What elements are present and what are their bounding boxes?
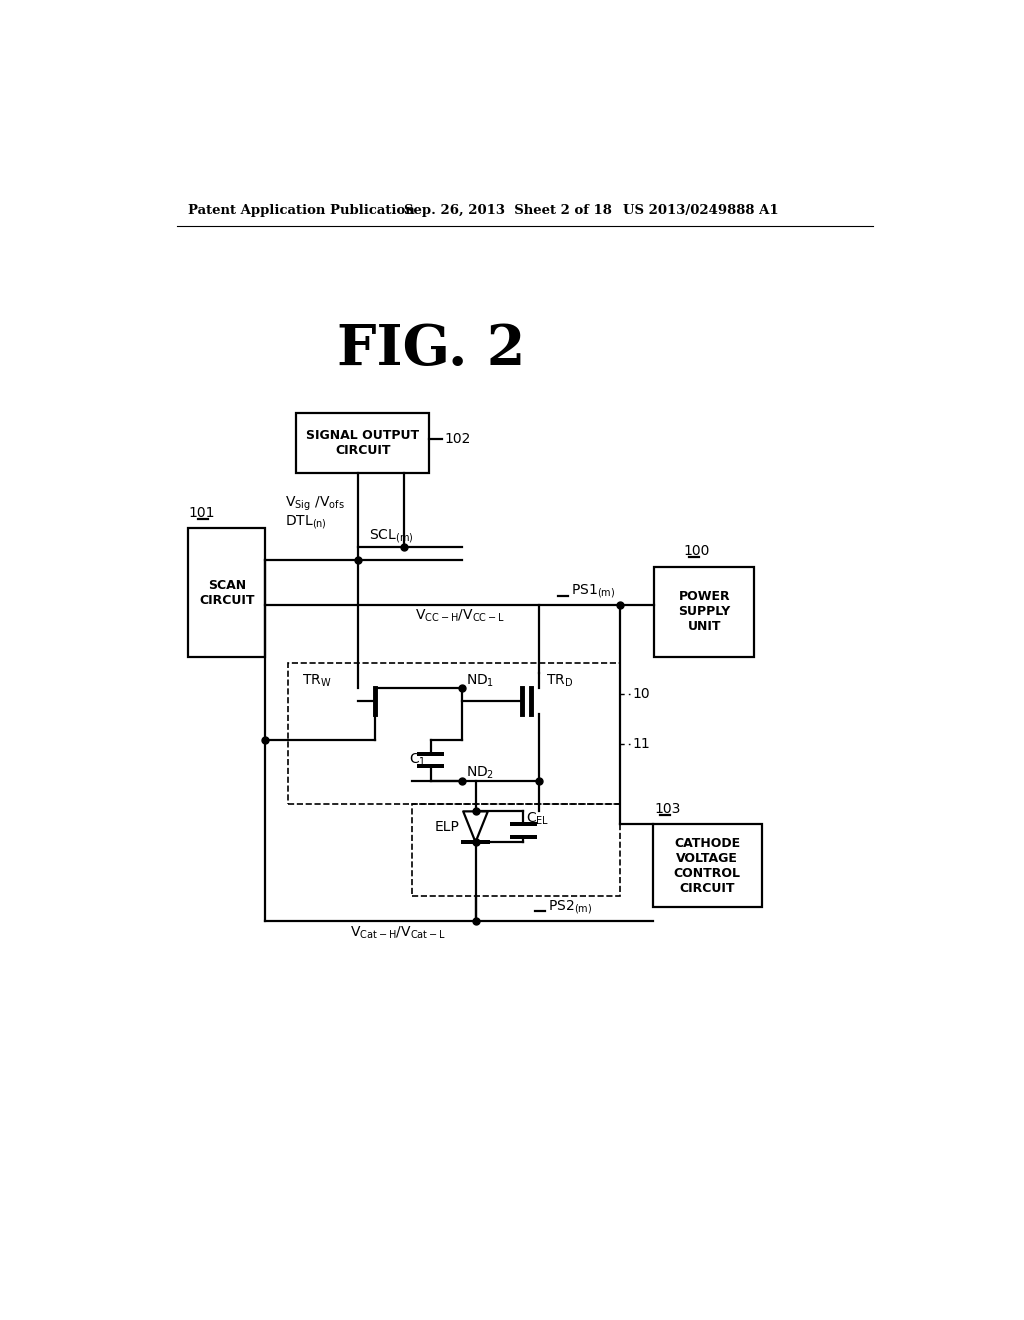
Text: TR$_{\mathsf{D}}$: TR$_{\mathsf{D}}$ xyxy=(547,672,573,689)
Bar xyxy=(289,663,620,804)
Bar xyxy=(296,413,429,473)
Text: PS2$_{\mathsf{(m)}}$: PS2$_{\mathsf{(m)}}$ xyxy=(548,898,592,916)
Text: TR$_{\mathsf{W}}$: TR$_{\mathsf{W}}$ xyxy=(301,672,331,689)
Text: ELP: ELP xyxy=(435,820,460,834)
Text: SIGNAL OUTPUT
CIRCUIT: SIGNAL OUTPUT CIRCUIT xyxy=(306,429,419,457)
Text: ND$_2$: ND$_2$ xyxy=(466,764,494,781)
Text: Sep. 26, 2013  Sheet 2 of 18: Sep. 26, 2013 Sheet 2 of 18 xyxy=(403,205,611,218)
Text: DTL$_{\mathsf{(n)}}$: DTL$_{\mathsf{(n)}}$ xyxy=(285,513,327,531)
Text: US 2013/0249888 A1: US 2013/0249888 A1 xyxy=(624,205,779,218)
Text: V$_{\mathsf{CC-H}}$/V$_{\mathsf{CC-L}}$: V$_{\mathsf{CC-H}}$/V$_{\mathsf{CC-L}}$ xyxy=(416,607,506,624)
Text: 101: 101 xyxy=(188,506,215,520)
Text: CATHODE
VOLTAGE
CONTROL
CIRCUIT: CATHODE VOLTAGE CONTROL CIRCUIT xyxy=(674,837,740,895)
Text: PS1$_{\mathsf{(m)}}$: PS1$_{\mathsf{(m)}}$ xyxy=(571,582,615,601)
Bar xyxy=(654,566,755,657)
Text: 11: 11 xyxy=(633,737,650,751)
Bar xyxy=(412,804,620,896)
Text: V$_{\mathsf{Sig}}$ /V$_{\mathsf{ofs}}$: V$_{\mathsf{Sig}}$ /V$_{\mathsf{ofs}}$ xyxy=(285,494,344,512)
Text: C$_1$: C$_1$ xyxy=(410,752,426,768)
Text: Patent Application Publication: Patent Application Publication xyxy=(188,205,415,218)
Bar xyxy=(188,528,265,657)
Text: 102: 102 xyxy=(444,433,471,446)
Text: 10: 10 xyxy=(633,686,650,701)
Text: ND$_1$: ND$_1$ xyxy=(466,672,494,689)
Text: SCAN
CIRCUIT: SCAN CIRCUIT xyxy=(199,578,255,607)
Text: POWER
SUPPLY
UNIT: POWER SUPPLY UNIT xyxy=(678,590,730,634)
Text: V$_{\mathsf{ Cat-H}}$/V$_{\mathsf{Cat-L}}$: V$_{\mathsf{ Cat-H}}$/V$_{\mathsf{Cat-L}… xyxy=(350,925,446,941)
Text: 100: 100 xyxy=(683,544,710,558)
Bar xyxy=(652,825,762,907)
Text: C$_{\mathsf{EL}}$: C$_{\mathsf{EL}}$ xyxy=(525,810,549,828)
Text: FIG. 2: FIG. 2 xyxy=(337,322,525,378)
Text: 103: 103 xyxy=(654,803,681,816)
Text: SCL$_{\mathsf{(m)}}$: SCL$_{\mathsf{(m)}}$ xyxy=(370,527,414,545)
